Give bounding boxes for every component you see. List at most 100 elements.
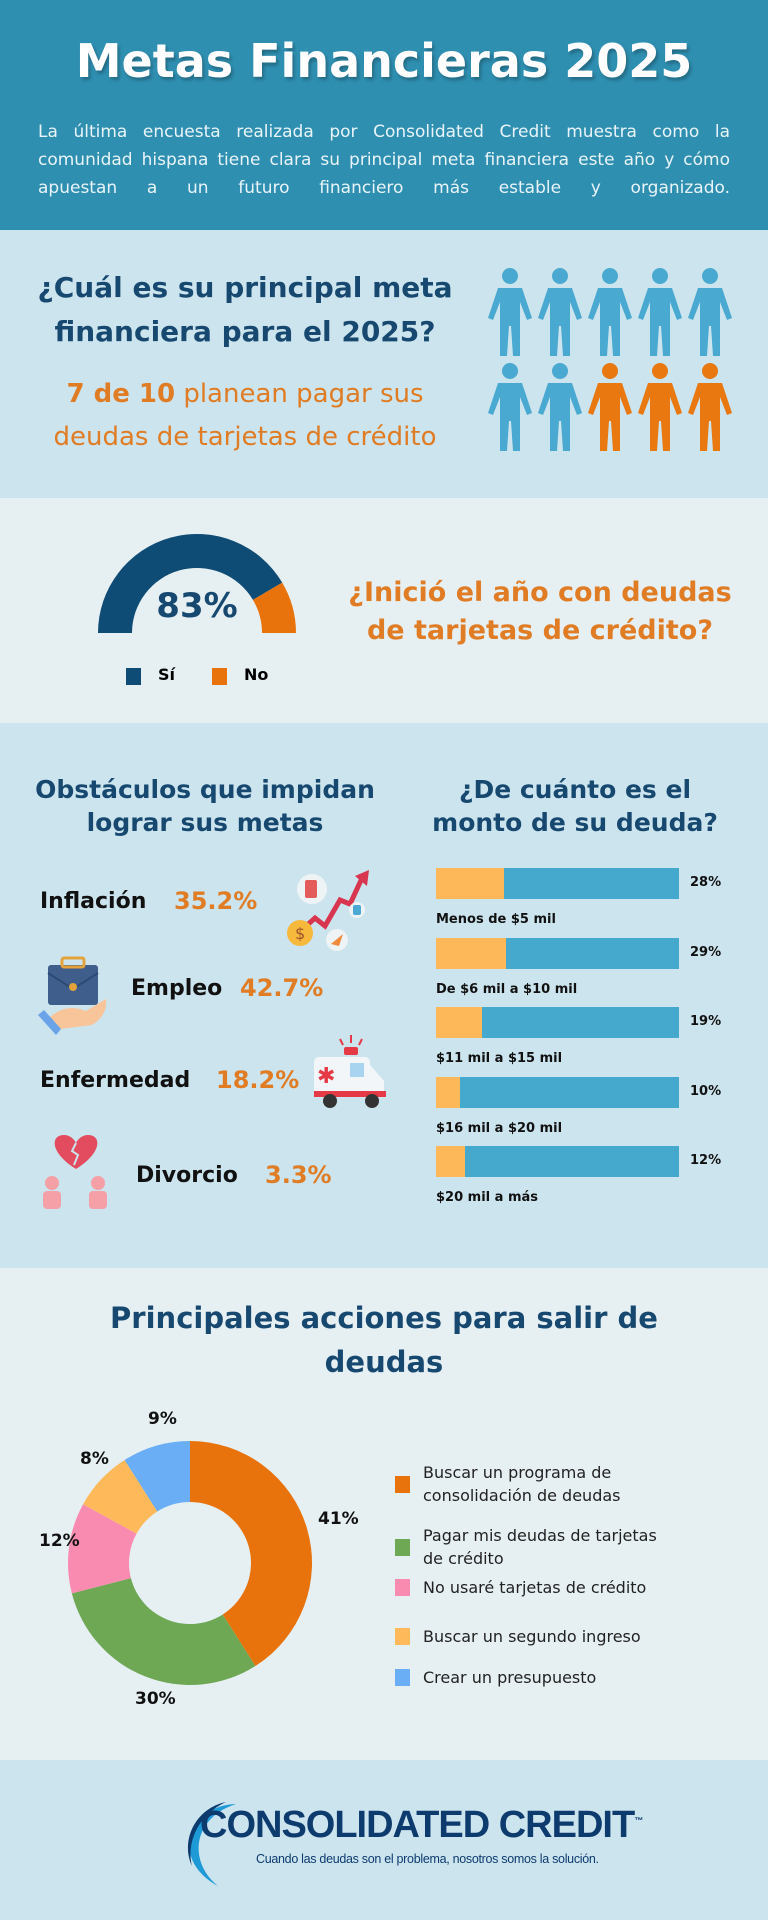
broken-heart-couple-icon — [43, 1135, 107, 1209]
logo-text: CONSOLIDATED CREDIT™ — [200, 1804, 643, 1847]
goal-question-line: financiera para el 2025? — [54, 315, 436, 348]
debt-bar-value: 19% — [690, 1014, 722, 1029]
debt-bar-value: 10% — [690, 1083, 722, 1099]
debt-bar-track — [436, 1007, 679, 1038]
donut-slice-label: 12% — [39, 1531, 80, 1551]
legend-label: Buscar un segundo ingreso — [423, 1627, 641, 1646]
logo-tagline: Cuando las deudas son el problema, nosot… — [256, 1852, 599, 1866]
donut-slice-label: 41% — [318, 1509, 359, 1529]
debt-bar-value: 29% — [690, 944, 722, 960]
debt-bar-fill — [436, 1076, 461, 1108]
debt-bar-label: $20 mil a más — [436, 1190, 539, 1205]
goal-answer: 7 de 10 planean pagar sus deudas de tarj… — [20, 373, 470, 459]
legend-yes-swatch — [126, 668, 141, 685]
donut-slice-label: 8% — [80, 1449, 109, 1469]
intro-paragraph: La última encuesta realizada por Consoli… — [38, 122, 730, 198]
debt-bar-track — [436, 868, 679, 899]
main-goal-section: ¿Cuál es su principal meta financiera pa… — [0, 230, 768, 498]
actions-section: Principales acciones para salir de deuda… — [0, 1268, 768, 1760]
donut-slice — [190, 1441, 312, 1667]
debt-bar-value: 12% — [690, 1153, 722, 1168]
person-icon — [488, 363, 532, 451]
obstacle-value: 18.2% — [216, 1066, 300, 1094]
person-icon — [588, 268, 632, 356]
legend-swatch — [395, 1579, 410, 1596]
obstacle-value: 35.2% — [174, 887, 258, 915]
gauge-yes-arc — [98, 534, 283, 633]
actions-title-line: Principales acciones para salir de — [110, 1301, 658, 1335]
legend-label: Crear un presupuesto — [423, 1668, 597, 1687]
footer: CONSOLIDATED CREDIT™ Cuando las deudas s… — [0, 1760, 768, 1920]
obstacle-value: 3.3% — [265, 1161, 332, 1189]
legend-swatch — [395, 1539, 410, 1556]
donut-slice — [83, 1459, 158, 1534]
person-icon-highlighted — [638, 363, 682, 451]
svg-text:✱: ✱ — [317, 1064, 335, 1089]
debt-start-section: 83% Sí No ¿Inició el año con deudas de t… — [0, 498, 768, 723]
debt-title-line: ¿De cuánto es el — [458, 775, 692, 804]
actions-title-line: deudas — [324, 1345, 444, 1379]
person-icon — [488, 268, 532, 356]
legend-label: Pagar mis deudas de tarjetas de crédito — [423, 1526, 657, 1568]
debt-bar-label: Menos de $5 mil — [436, 912, 556, 927]
svg-text:$: $ — [295, 924, 305, 943]
obstacles-title-line: lograr sus metas — [86, 808, 324, 837]
gauge-no-arc — [252, 582, 296, 633]
legend-yes-label: Sí — [158, 665, 176, 684]
obstacles-and-debt-section: Obstáculos que impidan lograr sus metas … — [0, 723, 768, 1268]
gauge-chart — [98, 534, 296, 633]
gauge-value: 83% — [156, 586, 238, 626]
goal-highlight: 7 de 10 — [66, 379, 176, 409]
legend-swatch — [395, 1669, 410, 1686]
trademark: ™ — [634, 1815, 643, 1826]
debt-bar-fill — [436, 868, 505, 899]
obstacle-value: 42.7% — [240, 974, 324, 1002]
donut-slice — [68, 1504, 137, 1594]
goal-question: ¿Cuál es su principal meta financiera pa… — [20, 266, 470, 354]
debt-bar-label: De $6 mil a $10 mil — [436, 981, 578, 997]
debt-bar-fill — [436, 1146, 466, 1177]
legend-swatch — [395, 1476, 410, 1493]
debt-title: ¿De cuánto es el monto de su deuda? — [415, 773, 735, 839]
goal-answer-text: planean pagar sus — [175, 379, 424, 409]
ambulance-icon: ✱ — [314, 1035, 386, 1108]
inflation-icon: $ — [287, 870, 369, 951]
debt-bar-value: 28% — [690, 875, 722, 890]
person-icon — [538, 268, 582, 356]
actions-donut-chart: 41% 30% 12% 8% 9% — [39, 1409, 359, 1709]
obstacle-label: Enfermedad — [40, 1068, 191, 1093]
header-banner: Metas Financieras 2025 La última encuest… — [0, 0, 768, 230]
debt-bar-fill — [436, 937, 507, 969]
debt-bar-track — [436, 1146, 679, 1177]
person-icon-highlighted — [588, 363, 632, 451]
person-icon — [688, 268, 732, 356]
gauge-question-line: ¿Inició el año con deudas — [348, 577, 732, 608]
debt-title-line: monto de su deuda? — [432, 808, 718, 837]
actions-title: Principales acciones para salir de deuda… — [0, 1296, 768, 1384]
gauge-question: ¿Inició el año con deudas de tarjetas de… — [345, 574, 735, 650]
person-icon — [638, 268, 682, 356]
debt-bar-label: $16 mil a $20 mil — [436, 1120, 563, 1136]
donut-slice-label: 30% — [135, 1689, 176, 1709]
people-pictogram — [488, 268, 732, 451]
donut-slice-label: 9% — [148, 1409, 177, 1429]
person-icon — [538, 363, 582, 451]
donut-slice — [124, 1441, 190, 1512]
donut-slice — [71, 1578, 256, 1685]
obstacle-label: Inflación — [40, 889, 147, 914]
legend-no-swatch — [212, 668, 227, 685]
page-title: Metas Financieras 2025 — [75, 34, 693, 88]
obstacle-label: Empleo — [131, 976, 223, 1001]
debt-bar-fill — [436, 1007, 483, 1038]
person-icon-highlighted — [688, 363, 732, 451]
obstacles-title-line: Obstáculos que impidan — [35, 775, 375, 804]
legend-label: No usaré tarjetas de crédito — [423, 1578, 647, 1597]
legend-label: Buscar un programa de consolidación de de… — [423, 1463, 621, 1505]
debt-bar-track — [436, 1076, 679, 1108]
debt-bar-track — [436, 937, 679, 969]
legend-no-label: No — [244, 665, 269, 684]
debt-bar-label: $11 mil a $15 mil — [436, 1051, 563, 1066]
goal-answer-text: deudas de tarjetas de crédito — [53, 422, 437, 452]
obstacle-label: Divorcio — [136, 1163, 238, 1188]
legend-swatch — [395, 1628, 410, 1645]
